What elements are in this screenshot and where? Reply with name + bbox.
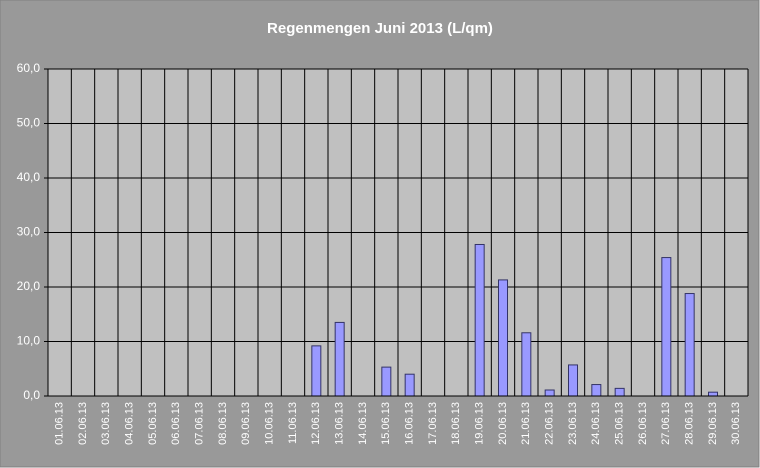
x-tick-label: 30.06.13 bbox=[730, 402, 742, 445]
bar bbox=[661, 257, 672, 397]
x-tick-label: 12.06.13 bbox=[310, 402, 322, 445]
bar bbox=[544, 389, 555, 397]
bar bbox=[521, 332, 532, 397]
x-tick-label: 09.06.13 bbox=[240, 402, 252, 445]
bar bbox=[474, 243, 485, 397]
bar bbox=[684, 293, 695, 397]
x-tick-label: 25.06.13 bbox=[614, 402, 626, 445]
x-tick-label: 20.06.13 bbox=[497, 402, 509, 445]
y-tick-label: 40,0 bbox=[17, 170, 41, 184]
x-tick-label: 11.06.13 bbox=[287, 402, 299, 444]
bar bbox=[334, 321, 345, 397]
x-tick-label: 04.06.13 bbox=[124, 402, 136, 445]
bar bbox=[708, 391, 718, 397]
bar bbox=[404, 373, 415, 397]
x-tick-label: 02.06.13 bbox=[77, 402, 89, 445]
x-tick-label: 05.06.13 bbox=[147, 402, 159, 445]
y-tick-label: 50,0 bbox=[17, 116, 41, 130]
x-tick-label: 24.06.13 bbox=[590, 402, 602, 445]
y-tick-label: 10,0 bbox=[17, 334, 41, 348]
x-tick-label: 01.06.13 bbox=[54, 402, 66, 445]
x-tick-label: 28.06.13 bbox=[684, 402, 696, 445]
bar bbox=[591, 384, 602, 397]
x-tick-label: 22.06.13 bbox=[544, 402, 556, 445]
x-tick-label: 13.06.13 bbox=[334, 402, 346, 445]
x-tick-label: 21.06.13 bbox=[520, 402, 532, 445]
x-tick-label: 17.06.13 bbox=[427, 402, 439, 445]
x-tick-label: 23.06.13 bbox=[567, 402, 579, 445]
x-tick-label: 03.06.13 bbox=[100, 402, 112, 445]
bar bbox=[498, 279, 508, 397]
x-tick-label: 10.06.13 bbox=[264, 402, 276, 445]
x-tick-label: 18.06.13 bbox=[450, 402, 462, 445]
x-tick-label: 16.06.13 bbox=[404, 402, 416, 445]
y-tick-label: 30,0 bbox=[17, 225, 41, 239]
x-tick-label: 19.06.13 bbox=[474, 402, 486, 445]
y-tick-label: 20,0 bbox=[17, 279, 41, 293]
bar bbox=[381, 366, 392, 397]
x-tick-label: 14.06.13 bbox=[357, 402, 369, 445]
x-tick-label: 06.06.13 bbox=[170, 402, 182, 445]
x-tick-label: 27.06.13 bbox=[660, 402, 672, 445]
y-tick-label: 0,0 bbox=[23, 388, 40, 402]
x-tick-label: 29.06.13 bbox=[707, 402, 719, 445]
bar bbox=[311, 345, 322, 397]
x-tick-label: 07.06.13 bbox=[194, 402, 206, 445]
x-tick-label: 08.06.13 bbox=[217, 402, 229, 445]
x-tick-label: 26.06.13 bbox=[637, 402, 649, 445]
chart-title: Regenmengen Juni 2013 (L/qm) bbox=[267, 20, 493, 37]
bar bbox=[568, 364, 578, 397]
x-tick-label: 15.06.13 bbox=[380, 402, 392, 445]
y-tick-label: 60,0 bbox=[17, 61, 41, 75]
bar bbox=[614, 387, 625, 397]
